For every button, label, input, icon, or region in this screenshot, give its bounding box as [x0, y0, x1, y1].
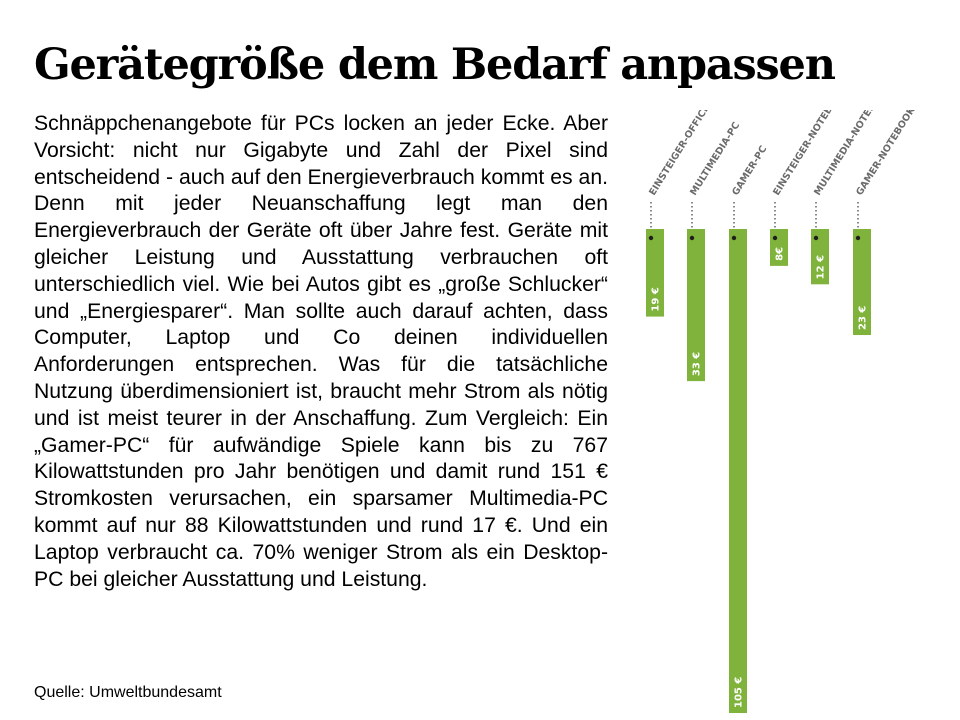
bar — [811, 229, 829, 285]
value-label: 23 € — [858, 306, 869, 330]
category-label: GAMER-PC — [730, 144, 769, 198]
body-paragraph: Schnäppchenangebote für PCs locken an je… — [34, 112, 608, 591]
bar-dot — [648, 235, 654, 241]
bar-dot — [772, 235, 778, 241]
value-label: 12 € — [816, 255, 827, 279]
bar-dot — [731, 235, 737, 241]
value-label: 19 € — [651, 287, 662, 311]
bar — [729, 229, 747, 713]
bar-dot — [813, 235, 819, 241]
slide-title: Gerätegröße dem Bedarf anpassen — [34, 40, 836, 90]
category-label: EINSTEIGER-OFFICE-PC — [647, 110, 721, 198]
source-note: Quelle: Umweltbundesamt — [34, 684, 222, 701]
bar-dot — [689, 235, 695, 241]
bar — [687, 229, 705, 382]
value-label: 105 € — [734, 677, 745, 708]
bar-dot — [855, 235, 861, 241]
value-label: 8€ — [775, 247, 786, 261]
bar — [646, 229, 664, 317]
value-label: 33 € — [692, 352, 703, 376]
bar — [853, 229, 871, 336]
